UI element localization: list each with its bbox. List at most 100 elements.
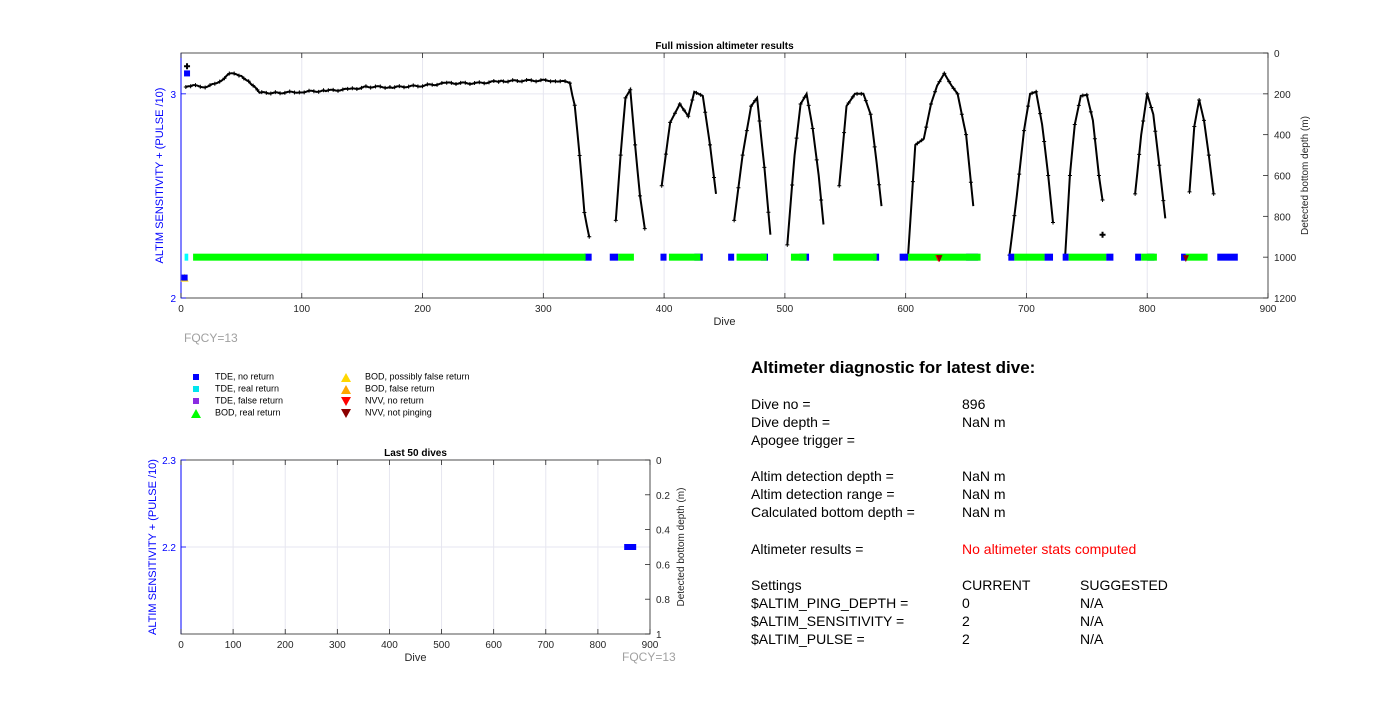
bottom-depth-point	[1211, 191, 1216, 196]
settings-point	[184, 70, 191, 77]
bottom-depth-trace	[1134, 93, 1167, 219]
dive-depth-label: Dive depth =	[751, 414, 830, 430]
bottom-depth-point	[411, 83, 416, 88]
setting-name: $ALTIM_PULSE =	[751, 631, 865, 647]
bottom-depth-point	[454, 82, 459, 87]
x-tick-label: 500	[433, 640, 450, 651]
triangle-down-icon	[341, 396, 351, 406]
status-track-segment	[1181, 253, 1186, 261]
x-tick-label: 500	[777, 304, 794, 315]
bottom-depth-point	[863, 98, 868, 103]
bottom-depth-point	[1145, 91, 1150, 96]
status-track-segment	[1068, 253, 1107, 261]
legend-item-bod-real-return: BOD, real return	[185, 406, 281, 418]
bottom-depth-point	[968, 180, 973, 185]
bottom-depth-point	[302, 90, 307, 95]
x-tick-label: 400	[656, 304, 673, 315]
dive-no-value: 896	[962, 396, 986, 412]
status-track-segment	[1062, 253, 1069, 261]
y-right-tick-label: 0.8	[656, 595, 670, 606]
bottom-depth-point	[937, 79, 942, 84]
bottom-depth-point	[736, 185, 741, 190]
y-right-tick-label: 1	[656, 630, 662, 641]
legend-label: TDE, false return	[215, 395, 284, 406]
bottom-depth-point	[1206, 153, 1211, 158]
x-axis-label: Dive	[404, 652, 426, 664]
bottom-depth-point	[1096, 173, 1101, 178]
bottom-depth-point	[354, 86, 359, 91]
status-track-segment	[833, 253, 877, 261]
bottom-depth-point	[345, 86, 350, 91]
bottom-depth-point	[698, 92, 703, 97]
y-left-tick-label: 3	[170, 90, 176, 101]
bottom-depth-point	[251, 83, 256, 88]
fqcy-annotation: FQCY=13	[622, 650, 676, 664]
triangle-up-icon	[341, 384, 351, 394]
bottom-depth-point	[732, 218, 737, 223]
bottom-depth-point	[340, 87, 345, 92]
y-right-tick-label: 0	[1274, 49, 1280, 60]
bottom-depth-point	[336, 88, 341, 93]
bottom-depth-point	[1153, 129, 1158, 134]
bottom-depth-point	[297, 90, 302, 95]
bottom-depth-point	[193, 83, 198, 88]
bottom-depth-point	[1026, 104, 1031, 109]
bottom-depth-point	[798, 102, 803, 107]
bottom-depth-trace	[660, 90, 717, 195]
x-tick-label: 900	[1260, 304, 1277, 315]
bottom-depth-point	[482, 81, 487, 86]
bottom-depth-point	[806, 103, 811, 108]
chart-title: Last 50 dives	[384, 448, 447, 459]
bottom-depth-point	[331, 87, 336, 92]
bottom-depth-point	[933, 89, 938, 94]
bottom-depth-point	[183, 85, 188, 90]
bottom-depth-point	[929, 102, 934, 107]
bottom-depth-point	[708, 142, 713, 147]
bottom-depth-point	[757, 119, 762, 124]
bottom-depth-point	[677, 102, 682, 107]
bottom-depth-point	[1042, 139, 1047, 144]
bottom-depth-point	[628, 87, 633, 92]
triangle-up-icon	[191, 408, 201, 418]
bottom-depth-point	[694, 90, 699, 95]
bottom-depth-trace	[907, 71, 975, 256]
bottom-depth-point	[637, 193, 642, 198]
nvv-marker	[936, 255, 943, 263]
status-track-segment	[668, 253, 701, 261]
detect-range-value: NaN m	[962, 486, 1006, 502]
bottom-depth-point	[613, 218, 618, 223]
y-left-axis-label: ALTIM SENSITIVITY + (PULSE /10)	[154, 88, 166, 264]
legend: TDE, no return TDE, real return TDE, fal…	[185, 370, 505, 424]
bottom-depth-point	[1192, 124, 1197, 129]
bottom-depth-point	[582, 210, 587, 215]
bottom-depth-point	[278, 91, 283, 96]
bottom-depth-point	[203, 85, 208, 90]
bottom-depth-point	[837, 183, 842, 188]
bottom-depth-point	[241, 76, 246, 81]
x-tick-label: 800	[590, 640, 607, 651]
bottom-depth-point	[563, 79, 568, 84]
status-track-segment	[790, 253, 807, 261]
x-tick-label: 0	[178, 640, 184, 651]
bottom-depth-point	[401, 85, 406, 90]
bottom-depth-point	[1017, 172, 1022, 177]
bottom-depth-point	[642, 226, 647, 231]
status-track-segment	[1217, 253, 1238, 261]
settings-header-row: Settings CURRENT SUGGESTED	[751, 577, 1211, 595]
bottom-depth-point	[222, 76, 227, 81]
bottom-depth-point	[259, 90, 264, 95]
bottom-depth-point	[1030, 91, 1035, 96]
bottom-depth-point	[1141, 119, 1146, 124]
legend-label: BOD, false return	[365, 383, 435, 394]
bottom-depth-point	[198, 84, 203, 89]
detect-depth-label: Altim detection depth =	[751, 468, 894, 484]
bottom-depth-trace	[1008, 90, 1054, 256]
diagnostic-title: Altimeter diagnostic for latest dive:	[751, 358, 1036, 377]
y-right-tick-label: 1000	[1274, 253, 1297, 264]
bottom-depth-point	[1197, 97, 1202, 102]
dive-depth-value: NaN m	[962, 414, 1006, 430]
bottom-depth-point	[1067, 173, 1072, 178]
bottom-depth-point	[1034, 89, 1039, 94]
bottom-depth-point	[942, 71, 947, 76]
bottom-depth-point	[1161, 198, 1166, 203]
